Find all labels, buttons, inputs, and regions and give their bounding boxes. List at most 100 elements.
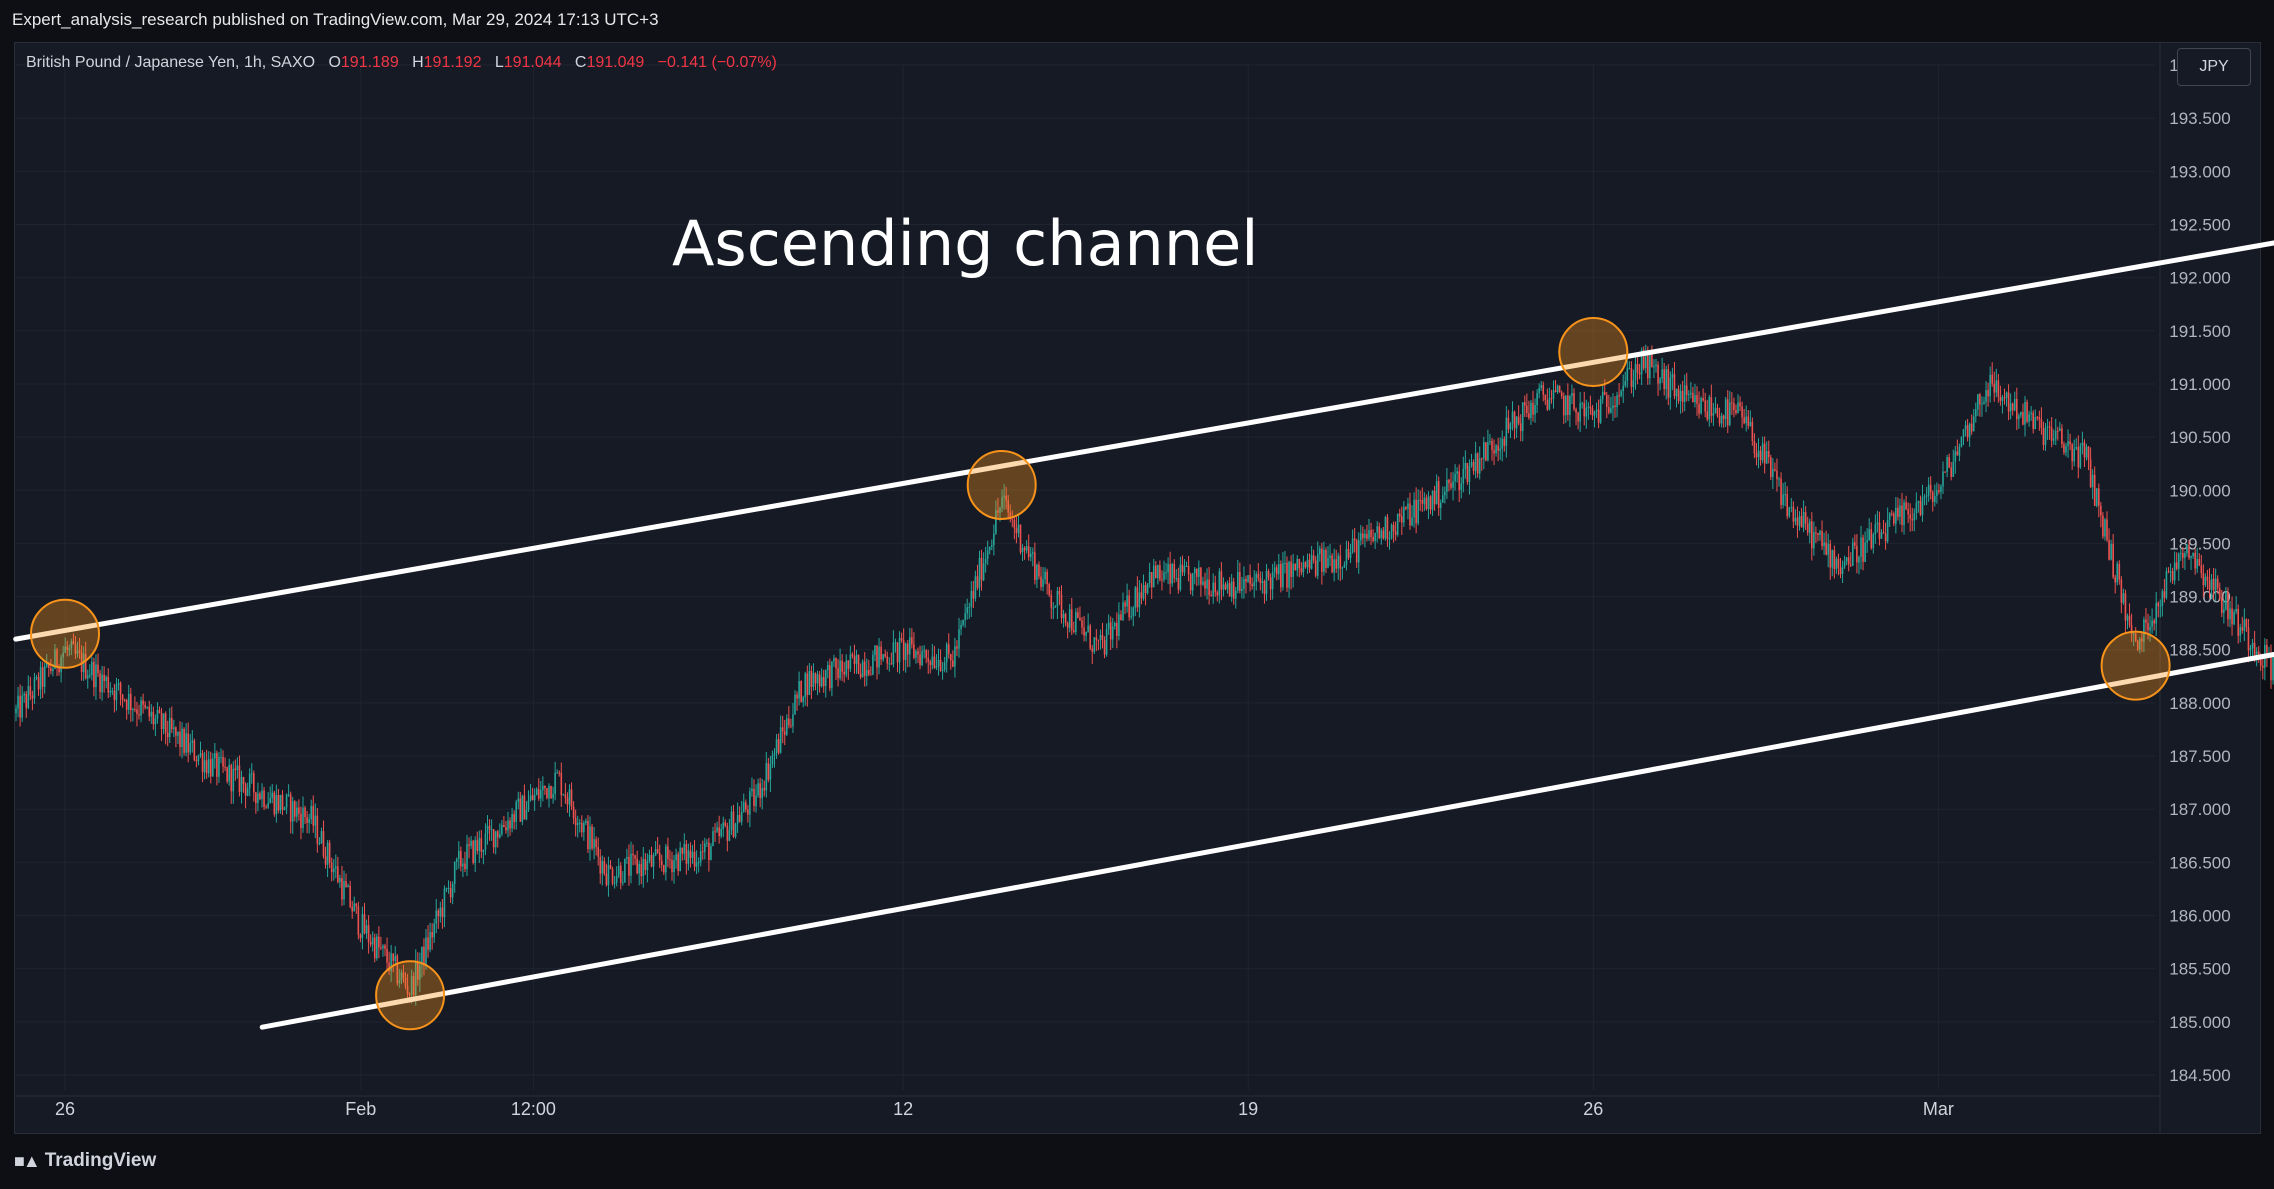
candle-body — [142, 700, 144, 705]
symbol-name[interactable]: British Pound / Japanese Yen, 1h, SAXO — [26, 54, 316, 71]
tradingview-logo[interactable]: ■▲ TradingView — [14, 1150, 156, 1172]
touch-point-marker[interactable] — [2100, 630, 2171, 701]
annotation-text[interactable]: Ascending channel — [672, 207, 1259, 280]
candle-body — [794, 694, 796, 715]
candle-body — [1450, 483, 1452, 488]
candle-body — [130, 693, 132, 711]
candle-body — [1552, 390, 1555, 399]
candle-body — [1009, 512, 1012, 520]
candle-body — [529, 795, 532, 801]
candle-body — [1265, 571, 1268, 595]
candle-body — [679, 847, 681, 872]
candle-body — [517, 798, 520, 802]
candle-body — [511, 814, 513, 829]
candle-body — [1001, 497, 1003, 508]
candle-body — [1036, 564, 1038, 580]
candle-body — [1118, 614, 1120, 636]
candle-body — [2032, 412, 2034, 430]
candle-body — [1452, 481, 1454, 488]
candle-body — [2106, 519, 2108, 540]
candle-body — [663, 865, 665, 873]
candle-body — [222, 757, 224, 767]
candle-body — [1347, 549, 1350, 558]
candle-body — [1210, 595, 1212, 597]
candle-body — [656, 848, 659, 853]
candle-body — [605, 873, 608, 886]
candle-body — [1753, 441, 1756, 454]
candle-body — [2098, 488, 2100, 506]
candle-body — [1942, 471, 1944, 487]
touch-point-marker[interactable] — [30, 598, 100, 669]
candle-body — [478, 838, 481, 851]
candle-body — [919, 654, 921, 666]
candle-body — [1739, 402, 1741, 407]
candle-body — [1255, 573, 1258, 583]
candle-body — [767, 763, 770, 780]
candle-body — [837, 668, 839, 679]
candle-body — [156, 710, 159, 719]
candle-body — [716, 827, 718, 832]
candle-body — [1308, 559, 1311, 569]
candle-body — [1040, 576, 1042, 587]
touch-point-marker[interactable] — [1558, 317, 1629, 388]
candle-body — [66, 646, 69, 650]
candle-body — [1934, 495, 1936, 503]
candle-body — [2100, 505, 2102, 516]
touch-point-marker[interactable] — [966, 449, 1037, 520]
candle-body — [197, 755, 200, 762]
candle-body — [1854, 542, 1856, 546]
candle-body — [308, 819, 310, 823]
currency-button[interactable]: JPY — [2177, 48, 2251, 86]
candle-body — [1128, 595, 1130, 618]
candle-body — [1331, 555, 1333, 573]
candle-body — [1667, 369, 1670, 398]
candle-body — [1304, 562, 1307, 568]
candle-body — [203, 760, 206, 773]
candle-body — [576, 822, 579, 826]
candle-body — [1880, 532, 1883, 539]
candle-body — [2161, 591, 2164, 606]
candle-body — [1702, 398, 1704, 401]
candle-body — [2171, 571, 2174, 581]
candle-body — [1540, 385, 1542, 388]
candle-body — [216, 753, 218, 777]
candle-body — [144, 704, 146, 708]
candle-body — [45, 663, 48, 667]
candle-body — [60, 657, 62, 673]
candle-body — [359, 934, 362, 939]
candle-body — [1321, 548, 1323, 572]
candle-body — [1831, 550, 1834, 568]
time-tick-label: 12:00 — [511, 1099, 556, 1119]
candle-body — [1005, 495, 1007, 501]
candle-body — [17, 695, 19, 709]
candle-body — [665, 846, 667, 873]
candle-body — [917, 651, 919, 655]
channel-lower-line[interactable] — [259, 379, 2274, 1030]
candle-body — [1048, 584, 1050, 596]
candle-body — [2229, 608, 2231, 620]
candle-body — [1382, 530, 1385, 539]
candle-body — [97, 664, 99, 674]
candle-body — [2022, 412, 2024, 425]
candle-body — [708, 842, 710, 861]
candle-body — [80, 652, 83, 673]
candle-body — [1417, 499, 1419, 524]
candle-body — [1134, 587, 1137, 608]
candle-body — [294, 801, 296, 817]
candle-body — [1214, 582, 1217, 593]
candle-body — [482, 849, 485, 852]
candle-body — [1380, 530, 1383, 539]
candle-body — [1152, 565, 1155, 588]
candle-body — [1763, 443, 1766, 464]
channel-upper-line[interactable] — [13, 60, 2274, 642]
candle-body — [1524, 402, 1526, 406]
candle-body — [699, 851, 702, 863]
candle-body — [786, 718, 788, 735]
candle-body — [988, 546, 991, 551]
candle-body — [1384, 517, 1387, 539]
candle-body — [1087, 625, 1089, 632]
candle-body — [1548, 398, 1551, 410]
candle-body — [911, 637, 913, 645]
touch-point-marker[interactable] — [375, 960, 446, 1031]
